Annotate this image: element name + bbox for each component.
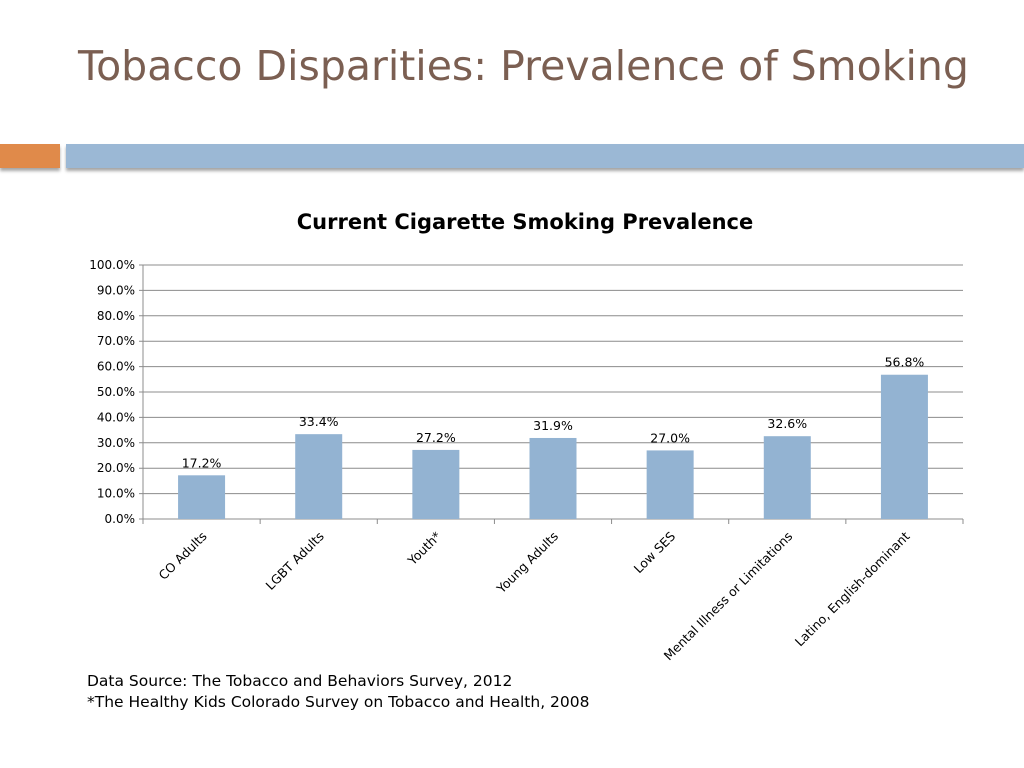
- category-label: Latino, English-dominant: [792, 528, 913, 649]
- data-label: 33.4%: [299, 414, 339, 429]
- bar: [529, 437, 577, 519]
- bar: [646, 450, 694, 519]
- data-label: 27.0%: [650, 430, 690, 445]
- data-label: 32.6%: [767, 416, 807, 431]
- youth-source-note: *The Healthy Kids Colorado Survey on Tob…: [87, 693, 590, 711]
- bar: [880, 374, 928, 519]
- category-label: Youth*: [404, 529, 444, 569]
- bar: [412, 449, 460, 519]
- category-label: CO Adults: [156, 529, 210, 583]
- accent-bar-orange: [0, 144, 60, 168]
- category-label: Mental Illness or Limitations: [661, 529, 796, 664]
- data-label: 27.2%: [416, 430, 456, 445]
- bar: [178, 475, 226, 519]
- slide-title: Tobacco Disparities: Prevalence of Smoki…: [78, 42, 969, 90]
- data-label: 31.9%: [533, 418, 573, 433]
- y-tick-label: 30.0%: [97, 436, 135, 450]
- y-tick-label: 70.0%: [97, 334, 135, 348]
- y-tick-label: 10.0%: [97, 487, 135, 501]
- y-tick-label: 60.0%: [97, 360, 135, 374]
- data-label: 17.2%: [182, 455, 222, 470]
- category-label: Young Adults: [493, 529, 561, 597]
- y-tick-label: 20.0%: [97, 461, 135, 475]
- data-label: 56.8%: [885, 355, 925, 370]
- category-label: LGBT Adults: [263, 529, 327, 593]
- y-tick-label: 100.0%: [89, 258, 135, 272]
- y-tick-label: 40.0%: [97, 410, 135, 424]
- y-tick-label: 0.0%: [105, 512, 136, 526]
- y-tick-label: 80.0%: [97, 309, 135, 323]
- chart-title: Current Cigarette Smoking Prevalence: [297, 210, 753, 234]
- bar-chart: Current Cigarette Smoking Prevalence 0.0…: [89, 210, 964, 664]
- accent-bar-blue: [66, 144, 1024, 168]
- bar: [763, 436, 811, 519]
- y-tick-label: 90.0%: [97, 283, 135, 297]
- data-source-note: Data Source: The Tobacco and Behaviors S…: [87, 672, 513, 690]
- category-label: Low SES: [631, 528, 679, 576]
- y-tick-label: 50.0%: [97, 385, 135, 399]
- bar: [295, 434, 343, 519]
